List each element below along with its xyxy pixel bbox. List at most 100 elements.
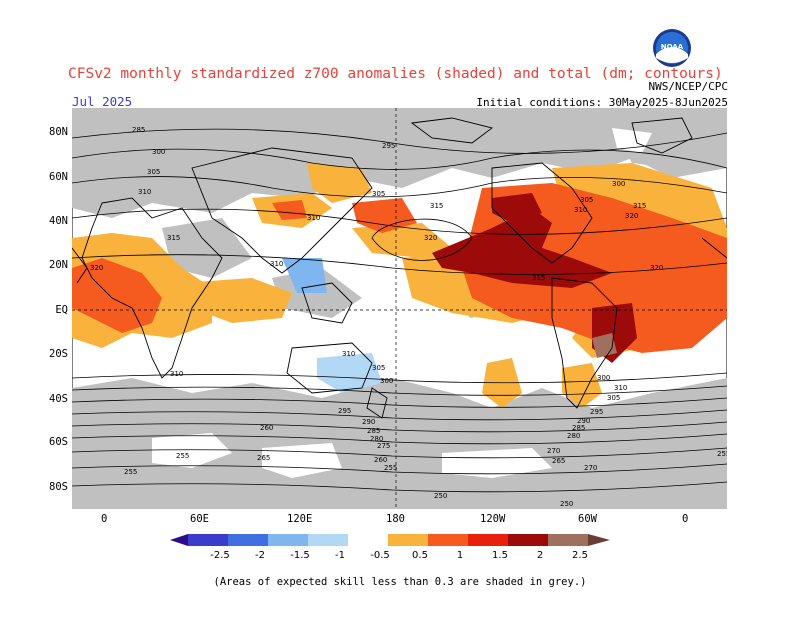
legend-swatch	[188, 534, 228, 546]
chart-title: CFSv2 monthly standardized z700 anomalie…	[68, 66, 723, 82]
contour-label: 320	[424, 234, 437, 242]
organization-label: NWS/NCEP/CPC	[648, 80, 728, 93]
legend-swatch	[228, 534, 268, 546]
height-contours	[72, 128, 727, 493]
contour-label: 310	[614, 384, 627, 392]
contour-label: 310	[342, 350, 355, 358]
contour-label: 290	[577, 417, 590, 425]
lon-label-120w: 120W	[480, 513, 506, 525]
lat-label-eq: EQ	[55, 304, 68, 316]
legend-tick-label: -0.5	[370, 550, 390, 561]
contour-label: 290	[362, 418, 375, 426]
color-legend: -2.5 -2 -1.5 -1 -0.5 0.5 1 1.5 2 2.5	[170, 534, 610, 561]
contour-label: 260	[374, 456, 387, 464]
contour-label: 300	[597, 374, 610, 382]
forecast-month: Jul 2025	[72, 94, 133, 109]
contour-label: 295	[338, 407, 351, 415]
contour-label: 315	[532, 274, 545, 282]
contour-label: 310	[138, 188, 151, 196]
contour-label: 305	[580, 196, 593, 204]
contour-label: 255	[124, 468, 137, 476]
legend-tick-label: 0.5	[412, 550, 428, 561]
contour-label: 310	[170, 370, 183, 378]
contour-label: 310	[574, 206, 587, 214]
legend-swatch	[170, 534, 188, 546]
anomaly-map: 285 295 300 305 310 315 320 305 310 320 …	[72, 108, 727, 509]
legend-tick-label: 2	[537, 550, 543, 561]
lat-label-40s: 40S	[49, 393, 68, 405]
legend-tick-label: 1	[457, 550, 463, 561]
legend-swatch	[268, 534, 308, 546]
lat-label-60s: 60S	[49, 436, 68, 448]
legend-tick-label: 2.5	[572, 550, 588, 561]
contour-label: 320	[90, 264, 103, 272]
contour-label: 255	[717, 450, 727, 458]
negative-anomaly-regions	[282, 258, 382, 393]
lat-label-40n: 40N	[49, 215, 68, 227]
contour-label: 280	[370, 435, 383, 443]
legend-swatch	[388, 534, 428, 546]
contour-label: 260	[260, 424, 273, 432]
contour-label: 305	[607, 394, 620, 402]
contour-label: 320	[650, 264, 663, 272]
legend-swatch	[348, 534, 388, 546]
contour-label: 275	[377, 442, 390, 450]
contour-label: 305	[147, 168, 160, 176]
legend-swatch	[548, 534, 588, 546]
contour-label: 270	[547, 447, 560, 455]
coastlines	[72, 117, 727, 419]
noaa-logo-text: NOAA	[661, 43, 684, 51]
lon-label-0: 0	[101, 513, 108, 525]
lat-label-80s: 80S	[49, 481, 68, 493]
lat-label-80n: 80N	[49, 126, 68, 138]
contour-label: 305	[372, 190, 385, 198]
legend-tick-label: -1	[335, 550, 345, 561]
contour-label: 285	[572, 424, 585, 432]
contour-label: 295	[590, 408, 603, 416]
initial-conditions: Initial conditions: 30May2025-8Jun2025	[476, 96, 728, 109]
contour-label: 265	[552, 457, 565, 465]
legend-tick-label: -1.5	[290, 550, 310, 561]
legend-swatch	[428, 534, 468, 546]
legend-swatch	[508, 534, 548, 546]
contour-label: 285	[132, 126, 145, 134]
noaa-logo: NOAA	[652, 28, 692, 68]
contour-label: 250	[434, 492, 447, 500]
contour-label: 255	[176, 452, 189, 460]
lon-label-0-right: 0	[682, 513, 689, 525]
contour-labels: 285 295 300 305 310 315 320 305 310 320 …	[90, 126, 727, 508]
lat-label-60n: 60N	[49, 171, 68, 183]
contour-label: 255	[384, 464, 397, 472]
contour-label: 320	[625, 212, 638, 220]
contour-label: 265	[257, 454, 270, 462]
contour-label: 315	[430, 202, 443, 210]
contour-label: 285	[367, 427, 380, 435]
contour-label: 295	[382, 142, 395, 150]
lon-label-180: 180	[386, 513, 405, 525]
lat-label-20n: 20N	[49, 259, 68, 271]
legend-swatch	[468, 534, 508, 546]
anomaly-2-to-2-5-regions	[592, 333, 617, 358]
legend-tick-label: -2.5	[210, 550, 230, 561]
contour-label: 310	[270, 260, 283, 268]
lon-label-60w: 60W	[578, 513, 597, 525]
lon-label-60e: 60E	[190, 513, 209, 525]
contour-label: 300	[612, 180, 625, 188]
contour-label: 305	[372, 364, 385, 372]
contour-label: 270	[584, 464, 597, 472]
contour-label: 250	[560, 500, 573, 508]
legend-tick-label: 1.5	[492, 550, 508, 561]
lat-label-20s: 20S	[49, 348, 68, 360]
lon-label-120e: 120E	[287, 513, 313, 525]
contour-label: 300	[152, 148, 165, 156]
contour-label: 280	[567, 432, 580, 440]
contour-label: 315	[633, 202, 646, 210]
reference-lines	[72, 108, 727, 509]
contour-label: 300	[380, 377, 393, 385]
legend-tick-label: -2	[255, 550, 265, 561]
legend-swatch	[308, 534, 348, 546]
contour-label: 315	[167, 234, 180, 242]
skill-note: (Areas of expected skill less than 0.3 a…	[213, 576, 587, 588]
contour-label: 310	[307, 214, 320, 222]
legend-swatch	[588, 534, 610, 546]
